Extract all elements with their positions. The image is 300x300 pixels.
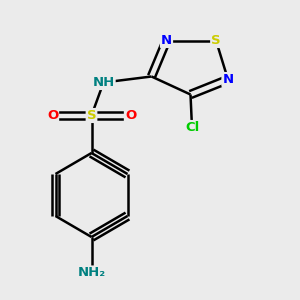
Text: O: O xyxy=(47,109,58,122)
Text: NH₂: NH₂ xyxy=(77,266,106,280)
Text: S: S xyxy=(211,34,221,47)
Text: N: N xyxy=(161,34,172,47)
Text: Cl: Cl xyxy=(185,121,199,134)
Text: O: O xyxy=(125,109,136,122)
Text: N: N xyxy=(222,73,234,86)
Text: NH: NH xyxy=(92,76,115,89)
Text: S: S xyxy=(87,109,96,122)
